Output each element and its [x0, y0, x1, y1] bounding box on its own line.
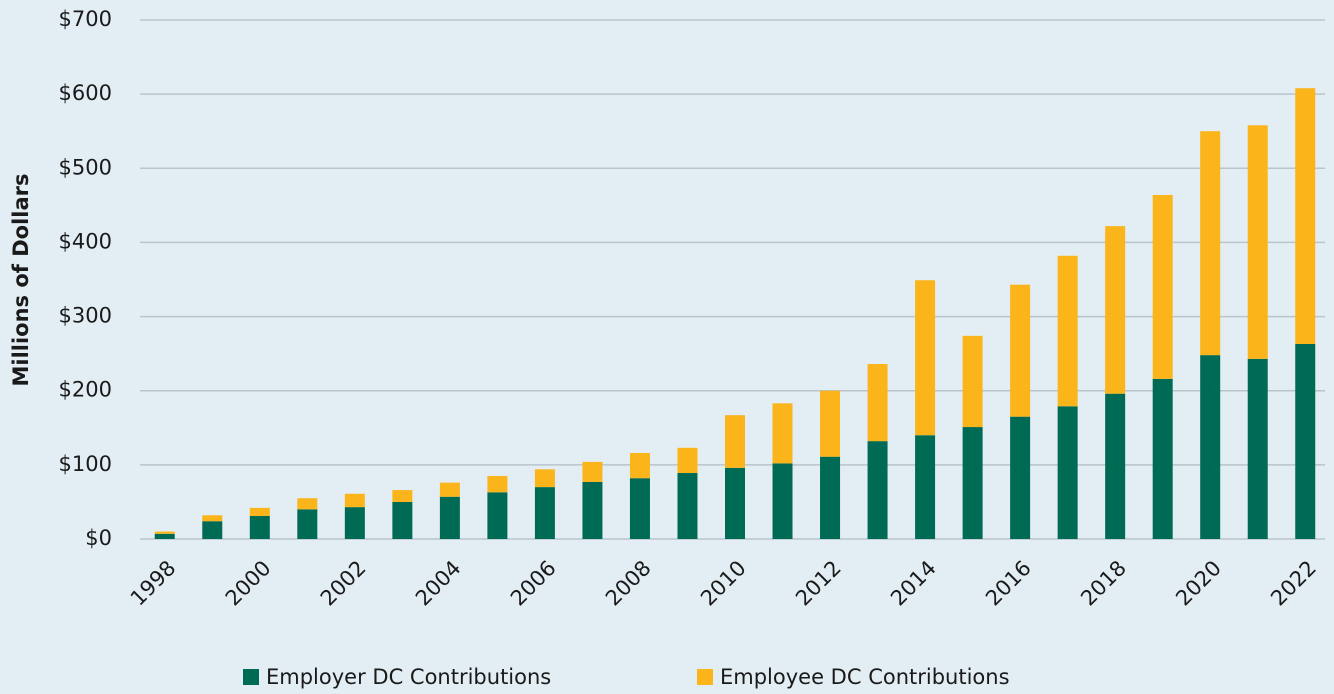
- y-tick-label: $200: [59, 378, 112, 402]
- bar-segment: [1105, 393, 1126, 539]
- bar-segment: [867, 364, 888, 442]
- bar-segment: [297, 498, 318, 510]
- bar-segment: [677, 447, 698, 474]
- bar-segment: [1295, 88, 1316, 345]
- bar-segment: [1200, 131, 1221, 356]
- bar-segment: [962, 335, 983, 428]
- x-tick-label: 2000: [221, 556, 276, 611]
- x-tick-label: 2012: [791, 556, 846, 611]
- bar-segment: [534, 487, 555, 539]
- bar-segment: [1105, 226, 1126, 394]
- bar-segment: [772, 403, 793, 464]
- bar-segment: [677, 473, 698, 539]
- bar-segment: [534, 469, 555, 488]
- bar-segment: [392, 490, 413, 502]
- y-tick-label: $0: [85, 526, 112, 550]
- bar-segment: [202, 521, 223, 539]
- x-tick-label: 2014: [886, 556, 941, 611]
- bar-segment: [202, 515, 223, 522]
- bar-segment: [629, 478, 650, 539]
- bar-segment: [820, 390, 841, 457]
- bar-segment: [915, 435, 936, 539]
- bar-segment: [249, 507, 270, 517]
- y-tick-label: $100: [59, 452, 112, 476]
- bar-segment: [1152, 378, 1173, 539]
- bar-segment: [629, 452, 650, 479]
- x-tick-label: 2020: [1171, 556, 1226, 611]
- x-tick-label: 2002: [316, 556, 371, 611]
- bar-segment: [867, 441, 888, 539]
- bar-segment: [297, 509, 318, 539]
- bar-segment: [962, 427, 983, 539]
- bar-segment: [392, 501, 413, 539]
- x-tick-label: 2022: [1266, 556, 1321, 611]
- x-tick-label: 2008: [601, 556, 656, 611]
- x-tick-label: 2004: [411, 556, 466, 611]
- bar-segment: [1247, 125, 1268, 359]
- bar-segment: [820, 456, 841, 539]
- bar-segment: [772, 463, 793, 539]
- x-tick-label: 2010: [696, 556, 751, 611]
- y-tick-label: $300: [59, 304, 112, 328]
- x-tick-label: 1998: [126, 556, 181, 611]
- legend-swatch: [697, 669, 713, 685]
- bar-segment: [915, 280, 936, 436]
- bar-segment: [582, 461, 603, 482]
- bar-segment: [439, 496, 460, 539]
- bar-segment: [725, 467, 745, 539]
- x-tick-label: 2006: [506, 556, 561, 611]
- bar-segment: [154, 533, 175, 539]
- bar-segment: [249, 516, 270, 539]
- y-tick-label: $400: [59, 229, 112, 253]
- bar-segment: [1057, 406, 1078, 539]
- x-tick-label: 2016: [981, 556, 1036, 611]
- bar-segment: [1152, 194, 1173, 379]
- bar-segment: [582, 481, 603, 539]
- bar-segment: [439, 482, 460, 497]
- y-tick-label: $500: [59, 155, 112, 179]
- y-tick-label: $600: [59, 81, 112, 105]
- bar-segment: [344, 493, 365, 508]
- legend-label: Employee DC Contributions: [720, 665, 1010, 689]
- legend-label: Employer DC Contributions: [266, 665, 551, 689]
- legend-swatch: [243, 669, 259, 685]
- bar-segment: [487, 475, 508, 493]
- bar-segment: [1247, 358, 1268, 539]
- bar-segment: [1057, 255, 1078, 407]
- x-tick-label: 2018: [1076, 556, 1131, 611]
- bar-segment: [154, 531, 175, 534]
- bar-segment: [487, 492, 508, 539]
- y-tick-label: $700: [59, 7, 112, 31]
- bar-segment: [344, 507, 365, 539]
- y-axis-title: Millions of Dollars: [9, 173, 33, 386]
- bar-segment: [1010, 416, 1031, 539]
- bar-segment: [1200, 355, 1221, 539]
- bar-segment: [1010, 284, 1031, 417]
- bar-segment: [725, 415, 745, 468]
- bar-segment: [1295, 344, 1316, 539]
